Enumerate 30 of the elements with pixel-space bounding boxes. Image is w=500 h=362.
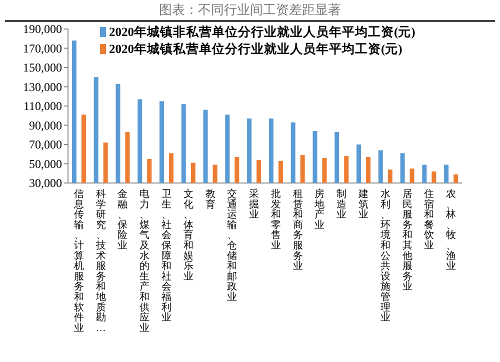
category-label: 卫生、社会保障和社会福利业 <box>162 189 172 324</box>
category-label: 居民服务和其他服务业 <box>402 189 412 293</box>
chart-title: 图表：不同行业间工资差距显著 <box>159 2 341 17</box>
category-label: 科学研究、技术服务和地质勘… <box>96 189 106 334</box>
category-label: 电力、煤气及水的生产和供应业 <box>140 189 150 334</box>
y-tick-label: 170,000 <box>23 41 62 56</box>
x-tick-label: 住宿和餐饮业 <box>423 189 434 252</box>
x-tick-label: 制造业 <box>336 188 347 221</box>
y-tick-label: 90,000 <box>29 118 62 132</box>
y-tick-label: 110,000 <box>23 99 62 113</box>
legend-label: 2020年城镇非私营单位分行业就业人员年平均工资(元) <box>109 24 416 39</box>
category-label: 交通运输、仓储和邮政业 <box>227 189 238 303</box>
category-label: 信息传输、计算机服务和软件业 <box>74 189 84 334</box>
x-tick-label: 租赁和商务服务业 <box>292 189 303 272</box>
x-tick-label: 房地产业 <box>314 188 325 231</box>
y-tick-label: 190,000 <box>23 22 62 36</box>
y-tick-label: 70,000 <box>29 138 62 152</box>
y-tick-label: 130,000 <box>23 80 62 94</box>
category-label: 文化、体育和娱乐业 <box>183 189 194 282</box>
x-tick-label: 金融、保险业 <box>118 188 128 252</box>
x-tick-label: 采掘业 <box>249 188 260 221</box>
x-tick-label: 教育 <box>205 189 216 210</box>
x-tick-label: 建筑业 <box>358 188 368 221</box>
y-tick-label: 50,000 <box>29 156 62 171</box>
legend-label: 2020年城镇私营单位分行业就业人员年平均工资(元) <box>109 41 402 56</box>
category-label: 水利、环境和公共设施管理业 <box>380 189 390 324</box>
x-tick-label: 批发和零售业 <box>270 188 281 252</box>
y-tick-label: 30,000 <box>29 176 62 190</box>
x-tick-label: 农、林、牧、渔业 <box>445 189 456 272</box>
y-tick-label: 150,000 <box>23 60 62 74</box>
